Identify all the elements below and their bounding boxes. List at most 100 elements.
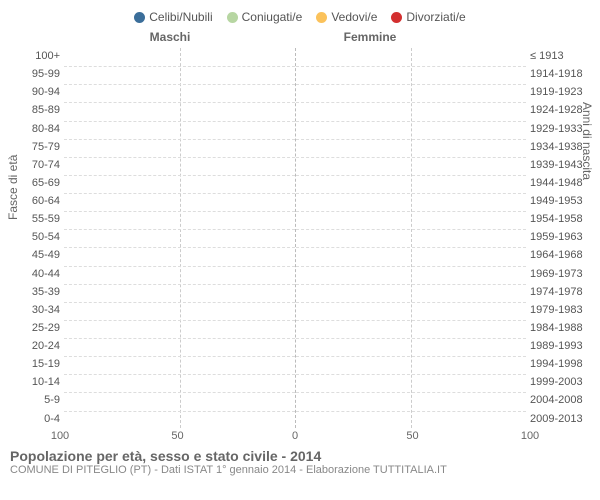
legend-swatch: [316, 12, 327, 23]
age-tick: 35-39: [0, 284, 60, 302]
bar-row: [64, 66, 295, 84]
age-tick: 10-14: [0, 374, 60, 392]
x-tick: 50: [406, 430, 418, 442]
population-pyramid-chart: Celibi/Nubili Coniugati/e Vedovi/e Divorzia…: [0, 0, 600, 500]
birth-tick: 1934-1938: [530, 139, 600, 157]
bar-row: [64, 229, 295, 247]
bar-row: [296, 284, 527, 302]
birth-tick: ≤ 1913: [530, 48, 600, 66]
legend-item: Divorziati/e: [391, 10, 465, 24]
right-header: Femmine: [270, 30, 470, 44]
x-tick: 100: [521, 430, 539, 442]
chart-title: Popolazione per età, sesso e stato civil…: [10, 448, 590, 464]
legend-item: Coniugati/e: [227, 10, 303, 24]
bar-row: [64, 411, 295, 429]
legend-label: Celibi/Nubili: [149, 10, 212, 24]
legend-item: Vedovi/e: [316, 10, 377, 24]
female-half: [296, 48, 527, 428]
age-tick: 45-49: [0, 247, 60, 265]
age-tick: 75-79: [0, 139, 60, 157]
birth-tick: 1969-1973: [530, 266, 600, 284]
bar-row: [296, 411, 527, 429]
age-tick: 0-4: [0, 411, 60, 429]
birth-tick: 1994-1998: [530, 356, 600, 374]
birth-tick: 1929-1933: [530, 121, 600, 139]
legend-swatch: [391, 12, 402, 23]
legend-label: Vedovi/e: [331, 10, 377, 24]
bar-row: [64, 157, 295, 175]
bar-row: [64, 211, 295, 229]
bar-row: [296, 121, 527, 139]
age-tick: 50-54: [0, 229, 60, 247]
age-tick: 20-24: [0, 338, 60, 356]
age-tick: 80-84: [0, 121, 60, 139]
age-axis: 100+95-9990-9485-8980-8475-7970-7465-696…: [0, 48, 64, 428]
age-tick: 40-44: [0, 266, 60, 284]
bar-row: [64, 48, 295, 66]
footer: Popolazione per età, sesso e stato civil…: [0, 444, 600, 476]
plot: [64, 48, 526, 428]
bar-row: [64, 84, 295, 102]
bar-row: [296, 392, 527, 410]
legend-item: Celibi/Nubili: [134, 10, 212, 24]
male-half: [64, 48, 296, 428]
birth-axis: ≤ 19131914-19181919-19231924-19281929-19…: [526, 48, 600, 428]
legend-swatch: [227, 12, 238, 23]
bar-row: [296, 211, 527, 229]
bar-row: [296, 84, 527, 102]
column-headers: Maschi Femmine: [0, 24, 600, 44]
birth-tick: 1964-1968: [530, 247, 600, 265]
birth-tick: 1989-1993: [530, 338, 600, 356]
bar-row: [64, 302, 295, 320]
bar-row: [64, 284, 295, 302]
age-tick: 30-34: [0, 302, 60, 320]
bar-row: [296, 48, 527, 66]
birth-tick: 1974-1978: [530, 284, 600, 302]
x-tick: 100: [51, 430, 69, 442]
age-tick: 15-19: [0, 356, 60, 374]
left-header: Maschi: [70, 30, 270, 44]
birth-tick: 1979-1983: [530, 302, 600, 320]
age-tick: 60-64: [0, 193, 60, 211]
bar-row: [296, 374, 527, 392]
bar-row: [64, 175, 295, 193]
birth-tick: 2004-2008: [530, 392, 600, 410]
bar-row: [296, 175, 527, 193]
chart-subtitle: COMUNE DI PITEGLIO (PT) - Dati ISTAT 1° …: [10, 464, 590, 476]
bar-row: [64, 374, 295, 392]
birth-tick: 1999-2003: [530, 374, 600, 392]
age-tick: 55-59: [0, 211, 60, 229]
birth-tick: 2009-2013: [530, 411, 600, 429]
x-tick: 50: [171, 430, 183, 442]
birth-tick: 1959-1963: [530, 229, 600, 247]
bar-row: [296, 157, 527, 175]
bar-row: [64, 356, 295, 374]
birth-tick: 1919-1923: [530, 84, 600, 102]
bar-row: [296, 102, 527, 120]
bar-row: [296, 193, 527, 211]
age-tick: 90-94: [0, 84, 60, 102]
legend-swatch: [134, 12, 145, 23]
bar-row: [64, 320, 295, 338]
bar-row: [296, 338, 527, 356]
bar-row: [296, 266, 527, 284]
age-tick: 25-29: [0, 320, 60, 338]
age-tick: 5-9: [0, 392, 60, 410]
birth-tick: 1954-1958: [530, 211, 600, 229]
bar-row: [64, 266, 295, 284]
bar-row: [64, 392, 295, 410]
legend-label: Divorziati/e: [406, 10, 465, 24]
age-tick: 65-69: [0, 175, 60, 193]
age-tick: 70-74: [0, 157, 60, 175]
age-tick: 95-99: [0, 66, 60, 84]
age-tick: 85-89: [0, 102, 60, 120]
bar-row: [296, 229, 527, 247]
bar-row: [64, 102, 295, 120]
birth-tick: 1984-1988: [530, 320, 600, 338]
x-axis: 10050050100: [0, 430, 600, 444]
birth-tick: 1914-1918: [530, 66, 600, 84]
bar-row: [296, 66, 527, 84]
age-tick: 100+: [0, 48, 60, 66]
bar-row: [64, 338, 295, 356]
birth-tick: 1944-1948: [530, 175, 600, 193]
